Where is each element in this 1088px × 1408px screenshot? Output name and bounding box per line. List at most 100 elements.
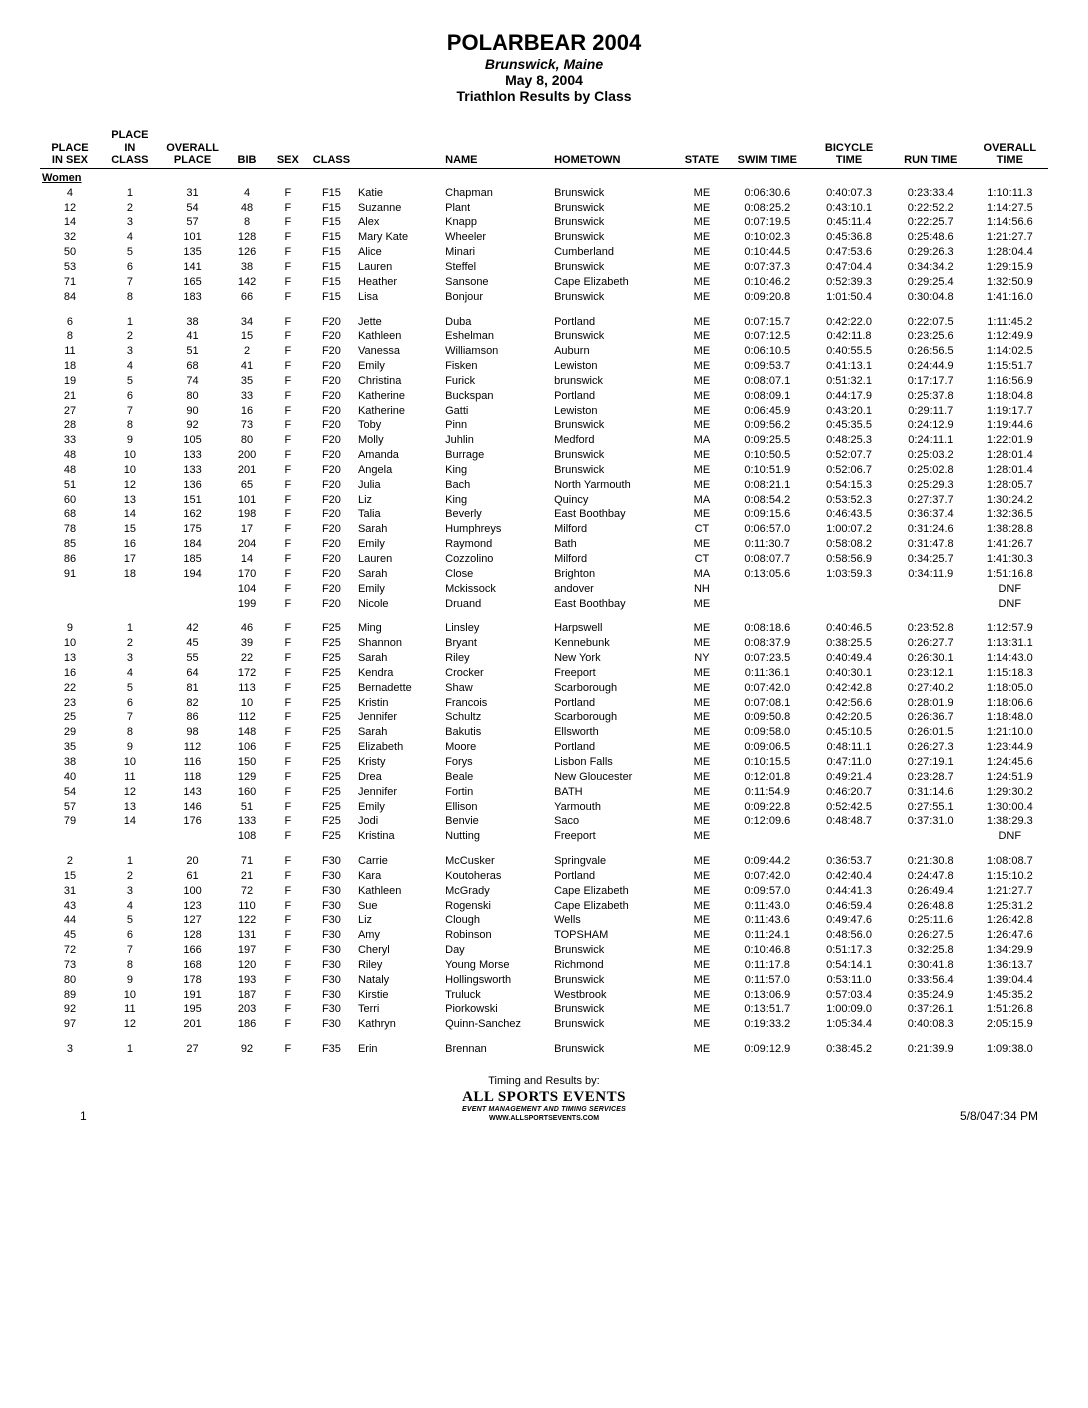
cell-place_class: 3 [100, 651, 160, 666]
cell-run: 0:25:29.3 [890, 478, 972, 493]
cell-first: Lisa [356, 290, 443, 305]
cell-swim: 0:08:21.1 [726, 478, 808, 493]
cell-bib: 65 [225, 478, 269, 493]
cell-hometown: Brunswick [552, 186, 677, 201]
cell-state: ME [677, 740, 726, 755]
cell-bib: 17 [225, 522, 269, 537]
cell-place_sex: 9 [40, 621, 100, 636]
cell-bib: 104 [225, 582, 269, 597]
cell-first: Erin [356, 1042, 443, 1057]
cell-place_sex: 97 [40, 1017, 100, 1032]
cell-first: Emily [356, 537, 443, 552]
cell-bike: 0:42:22.0 [808, 315, 890, 330]
cell-sex: F [269, 433, 307, 448]
cell-overall: 1:14:27.5 [972, 201, 1048, 216]
cell-last: Fortin [443, 785, 552, 800]
cell-sex: F [269, 201, 307, 216]
cell-bike: 0:41:13.1 [808, 359, 890, 374]
cell-swim: 0:11:30.7 [726, 537, 808, 552]
cell-last: Pinn [443, 418, 552, 433]
cell-place_sex: 85 [40, 537, 100, 552]
cell-place_sex: 86 [40, 552, 100, 567]
table-row: 1024539FF25ShannonBryantKennebunkME0:08:… [40, 636, 1048, 651]
cell-last: Burrage [443, 448, 552, 463]
cell-last: Clough [443, 913, 552, 928]
cell-state: ME [677, 245, 726, 260]
cell-hometown: andover [552, 582, 677, 597]
cell-hometown: Brunswick [552, 201, 677, 216]
cell-run: 0:26:56.5 [890, 344, 972, 359]
cell-place_sex: 28 [40, 418, 100, 433]
cell-overall_place: 80 [160, 389, 225, 404]
cell-run: 0:23:25.6 [890, 329, 972, 344]
cell-place_class: 4 [100, 666, 160, 681]
cell-state: ME [677, 913, 726, 928]
cell-place_sex: 53 [40, 260, 100, 275]
cell-bib: 66 [225, 290, 269, 305]
cell-swim: 0:09:44.2 [726, 854, 808, 869]
cell-state: ME [677, 636, 726, 651]
cell-bib: 198 [225, 507, 269, 522]
cell-last: Minari [443, 245, 552, 260]
cell-overall_place: 183 [160, 290, 225, 305]
cell-state: ME [677, 478, 726, 493]
cell-overall_place: 86 [160, 710, 225, 725]
cell-overall_place: 90 [160, 404, 225, 419]
table-row: 16464172FF25KendraCrockerFreeportME0:11:… [40, 666, 1048, 681]
cell-run: 0:23:12.1 [890, 666, 972, 681]
cell-swim [726, 597, 808, 612]
cell-place_sex: 14 [40, 215, 100, 230]
table-row: 571314651FF25EmilyEllisonYarmouthME0:09:… [40, 800, 1048, 815]
cell-overall_place: 151 [160, 493, 225, 508]
cell-bib: 101 [225, 493, 269, 508]
cell-overall_place: 54 [160, 201, 225, 216]
cell-run: 0:25:11.6 [890, 913, 972, 928]
cell-bike: 0:45:36.8 [808, 230, 890, 245]
cell-run: 0:24:12.9 [890, 418, 972, 433]
cell-sex: F [269, 507, 307, 522]
cell-bike: 0:52:42.5 [808, 800, 890, 815]
cell-sex: F [269, 260, 307, 275]
table-row: 84818366FF15LisaBonjourBrunswickME0:09:2… [40, 290, 1048, 305]
cell-bib: 142 [225, 275, 269, 290]
cell-place_sex: 73 [40, 958, 100, 973]
col-place_class: PLACEINCLASS [100, 128, 160, 168]
cell-state: NY [677, 651, 726, 666]
cell-bib: 72 [225, 884, 269, 899]
cell-first: Kathryn [356, 1017, 443, 1032]
cell-class: F20 [307, 552, 356, 567]
cell-last: Druand [443, 597, 552, 612]
page-number: 1 [80, 1109, 87, 1123]
cell-place_class: 10 [100, 463, 160, 478]
cell-overall: 1:14:43.0 [972, 651, 1048, 666]
cell-state: ME [677, 854, 726, 869]
cell-first: Angela [356, 463, 443, 478]
cell-run: 0:22:25.7 [890, 215, 972, 230]
cell-state: ME [677, 725, 726, 740]
cell-state: ME [677, 448, 726, 463]
cell-bike: 0:48:48.7 [808, 814, 890, 829]
cell-state: ME [677, 275, 726, 290]
cell-bib: 112 [225, 710, 269, 725]
cell-bib: 128 [225, 230, 269, 245]
cell-bike: 1:05:34.4 [808, 1017, 890, 1032]
cell-bib: 21 [225, 869, 269, 884]
cell-swim: 0:09:56.2 [726, 418, 808, 433]
cell-overall_place: 136 [160, 478, 225, 493]
cell-place_sex: 57 [40, 800, 100, 815]
cell-place_sex: 48 [40, 448, 100, 463]
cell-overall: 1:14:56.6 [972, 215, 1048, 230]
cell-run: 0:26:01.5 [890, 725, 972, 740]
cell-bib: 150 [225, 755, 269, 770]
cell-class: F30 [307, 1017, 356, 1032]
cell-place_sex: 71 [40, 275, 100, 290]
cell-overall: 1:28:05.7 [972, 478, 1048, 493]
cell-overall: 1:28:01.4 [972, 448, 1048, 463]
cell-first: Christina [356, 374, 443, 389]
cell-hometown: Cape Elizabeth [552, 884, 677, 899]
cell-sex: F [269, 973, 307, 988]
cell-bike: 0:44:17.9 [808, 389, 890, 404]
cell-first: Emily [356, 582, 443, 597]
cell-overall: 1:14:02.5 [972, 344, 1048, 359]
cell-overall_place: 31 [160, 186, 225, 201]
